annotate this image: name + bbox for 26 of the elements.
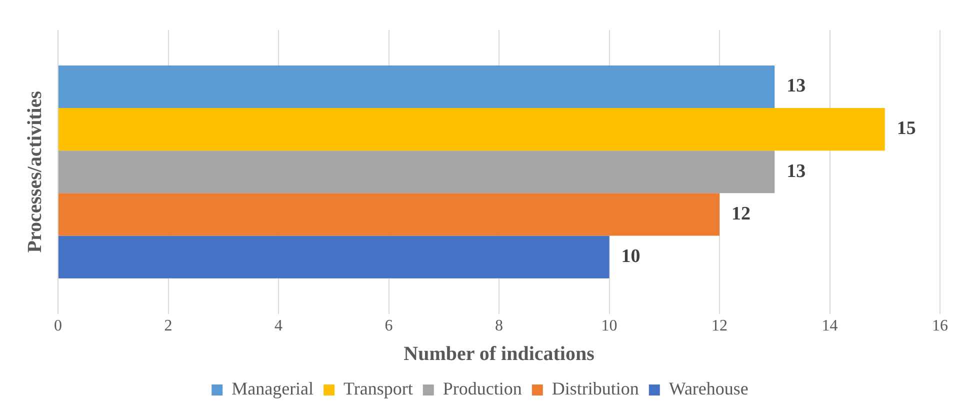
- bar: [58, 65, 775, 108]
- data-label: 13: [786, 160, 806, 182]
- x-tick-label: 14: [822, 318, 838, 335]
- bar: [58, 193, 720, 236]
- data-label: 15: [896, 118, 916, 140]
- x-tick-label: 10: [601, 318, 618, 335]
- bar: [58, 236, 610, 278]
- data-label: 12: [732, 203, 750, 224]
- x-tick-label: 16: [932, 318, 948, 335]
- legend-label: Managerial: [232, 378, 314, 399]
- x-axis-title: Number of indications: [404, 343, 595, 366]
- data-label: 13: [786, 76, 806, 97]
- x-tick-label: 0: [54, 318, 62, 335]
- data-label: 10: [621, 246, 640, 267]
- legend-label: Warehouse: [668, 378, 748, 399]
- legend-label: Distribution: [552, 378, 639, 399]
- x-tick-label: 12: [712, 318, 728, 335]
- y-axis-title: Processes/activities: [24, 90, 46, 253]
- legend-label: Production: [442, 378, 522, 399]
- legend-label: Transport: [344, 378, 413, 399]
- x-tick-label: 4: [274, 318, 282, 335]
- x-tick-label: 6: [384, 318, 393, 335]
- bar: [58, 150, 775, 194]
- bar: [58, 108, 885, 151]
- x-tick-label: 8: [495, 318, 503, 335]
- x-tick-label: 2: [164, 318, 172, 335]
